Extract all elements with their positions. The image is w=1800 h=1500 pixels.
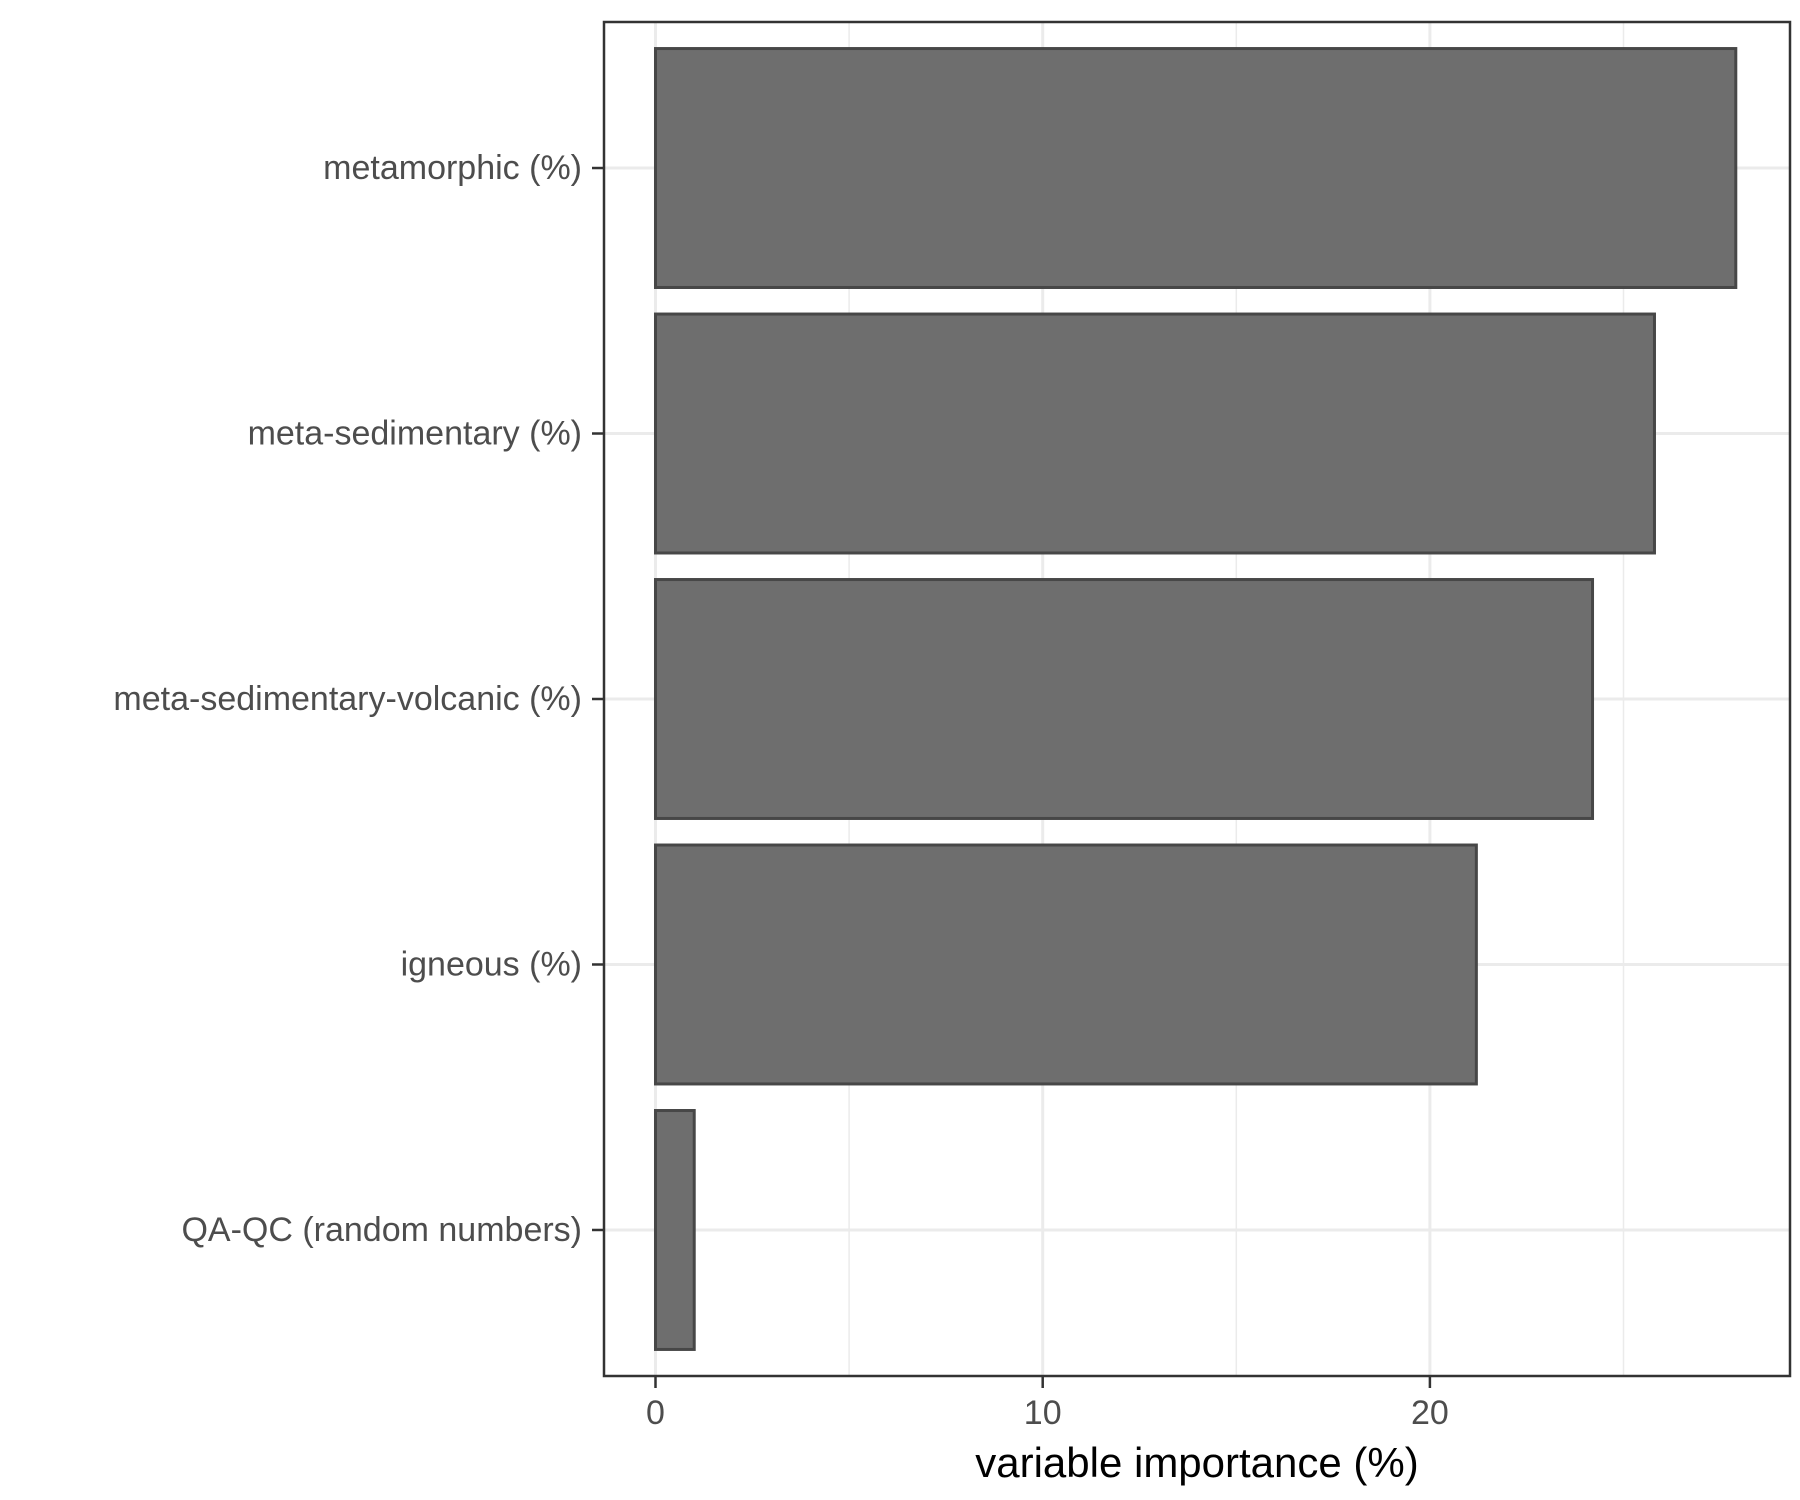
x-axis-title: variable importance (%) xyxy=(975,1439,1419,1486)
y-axis-tick-label: meta-sedimentary (%) xyxy=(248,415,582,453)
y-axis-tick-label: QA-QC (random numbers) xyxy=(181,1211,582,1249)
bars xyxy=(653,47,1738,1351)
x-axis-tick-label: 10 xyxy=(1024,1394,1062,1432)
y-axis: metamorphic (%) meta-sedimentary (%) meta-… xyxy=(113,149,604,1249)
y-axis-tick-label: igneous (%) xyxy=(401,945,582,983)
bar xyxy=(653,1109,696,1351)
x-axis-tick-label: 20 xyxy=(1411,1394,1449,1432)
y-axis-tick-label: meta-sedimentary-volcanic (%) xyxy=(113,680,582,718)
x-axis: 0 10 20 xyxy=(646,1376,1449,1432)
bar xyxy=(653,578,1595,820)
x-axis-tick-label: 0 xyxy=(646,1394,665,1432)
bar xyxy=(653,843,1478,1086)
bar xyxy=(653,312,1656,555)
y-axis-tick-label: metamorphic (%) xyxy=(323,149,582,187)
bar xyxy=(653,47,1738,289)
